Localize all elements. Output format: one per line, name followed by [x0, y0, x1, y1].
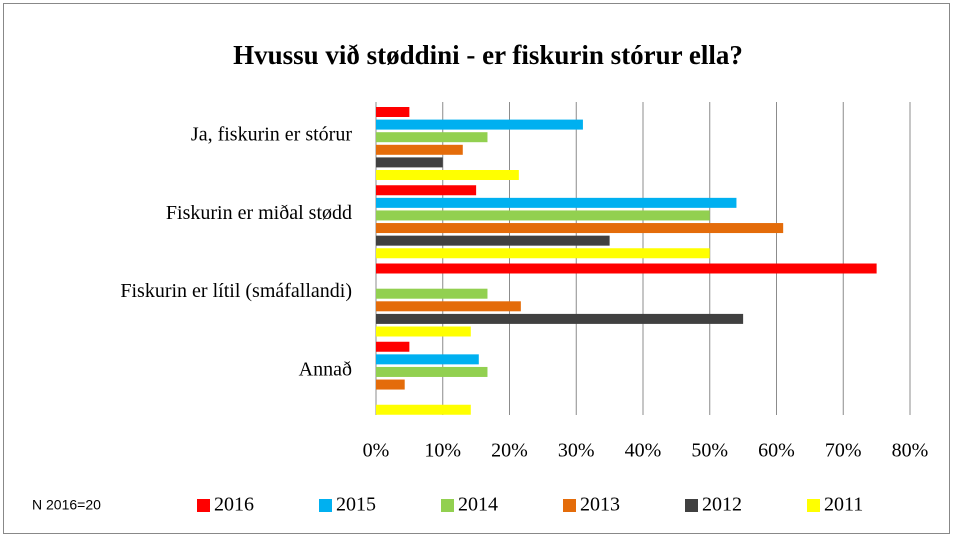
bar	[376, 185, 477, 196]
bar	[376, 301, 521, 312]
x-tick-label: 40%	[625, 440, 662, 462]
legend-swatch	[197, 499, 210, 512]
bar	[376, 132, 488, 143]
legend-label: 2015	[336, 494, 376, 516]
bar	[376, 170, 519, 180]
bar	[376, 313, 744, 324]
x-tick-label: 60%	[758, 440, 795, 462]
legend-swatch	[685, 499, 698, 512]
legend-swatch	[807, 499, 820, 512]
bar	[376, 119, 583, 130]
x-tick-label: 10%	[424, 440, 461, 462]
bar	[376, 223, 784, 234]
annotation: N 2016=20	[32, 497, 101, 513]
bar	[376, 354, 479, 365]
y-tick-label: Annað	[299, 358, 352, 380]
bar	[376, 107, 410, 117]
x-tick-label: 80%	[892, 440, 929, 462]
legend-label: 2011	[824, 494, 863, 516]
bar	[376, 197, 737, 208]
legend-swatch	[563, 499, 576, 512]
bar	[376, 366, 488, 377]
bar	[376, 210, 710, 221]
bar	[376, 326, 471, 337]
x-tick-label: 20%	[491, 440, 528, 462]
bar	[376, 144, 463, 155]
y-tick-label: Fiskurin er lítil (smáfallandi)	[120, 280, 352, 302]
bar	[376, 404, 471, 415]
chart-title: Hvussu við støddini - er fiskurin stórur…	[233, 40, 743, 70]
bar	[376, 379, 405, 390]
x-tick-label: 70%	[825, 440, 862, 462]
legend-label: 2013	[580, 494, 620, 516]
bar	[376, 235, 610, 246]
bar	[376, 341, 410, 352]
legend-swatch	[319, 499, 332, 512]
x-tick-label: 0%	[363, 440, 390, 462]
bar	[376, 248, 710, 259]
bar	[376, 263, 877, 274]
x-tick-label: 50%	[691, 440, 728, 462]
x-tick-label: 30%	[558, 440, 595, 462]
legend-label: 2012	[702, 494, 742, 516]
bar	[376, 157, 443, 168]
bar	[376, 288, 488, 299]
legend-label: 2014	[458, 494, 498, 516]
y-tick-label: Fiskurin er miðal stødd	[166, 202, 352, 224]
legend-label: 2016	[214, 494, 254, 516]
legend-swatch	[441, 499, 454, 512]
y-tick-label: Ja, fiskurin er stórur	[191, 124, 352, 146]
